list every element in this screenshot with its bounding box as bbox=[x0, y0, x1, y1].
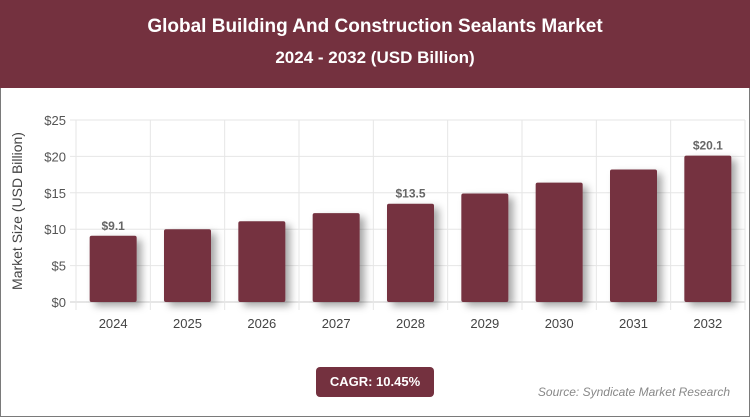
bar-2030 bbox=[535, 182, 583, 302]
y-tick-label: $5 bbox=[52, 259, 66, 274]
bar-2032 bbox=[684, 155, 732, 302]
chart-title: Global Building And Construction Sealant… bbox=[147, 16, 603, 37]
cagr-badge: CAGR: 10.45% bbox=[316, 367, 434, 397]
y-tick-label: $0 bbox=[52, 295, 66, 310]
y-tick-label: $20 bbox=[44, 149, 66, 164]
data-label: $20.1 bbox=[693, 139, 723, 153]
x-tick-label: 2024 bbox=[99, 316, 128, 331]
data-label: $13.5 bbox=[395, 187, 425, 201]
x-tick-label: 2030 bbox=[545, 316, 574, 331]
x-tick-label: 2031 bbox=[619, 316, 648, 331]
data-label: $9.1 bbox=[101, 219, 125, 233]
chart-header: Global Building And Construction Sealant… bbox=[0, 0, 750, 88]
x-tick-label: 2025 bbox=[173, 316, 202, 331]
chart-subtitle: 2024 - 2032 (USD Billion) bbox=[275, 48, 475, 67]
bar-2024 bbox=[89, 235, 137, 302]
x-tick-label: 2032 bbox=[693, 316, 722, 331]
x-tick-label: 2027 bbox=[322, 316, 351, 331]
y-tick-label: $25 bbox=[44, 113, 66, 128]
x-tick-label: 2029 bbox=[470, 316, 499, 331]
x-tick-label: 2028 bbox=[396, 316, 425, 331]
x-tick-label: 2026 bbox=[247, 316, 276, 331]
bar-2029 bbox=[461, 193, 509, 302]
bar-2025 bbox=[164, 229, 211, 302]
bar-2027 bbox=[312, 213, 360, 302]
y-tick-label: $15 bbox=[44, 186, 66, 201]
y-axis-label: Market Size (USD Billion) bbox=[9, 132, 25, 290]
bar-2031 bbox=[610, 169, 657, 302]
bar-2026 bbox=[238, 221, 286, 302]
bar-2028 bbox=[387, 203, 434, 302]
source-note: Source: Syndicate Market Research bbox=[537, 385, 730, 399]
y-tick-label: $10 bbox=[44, 222, 66, 237]
